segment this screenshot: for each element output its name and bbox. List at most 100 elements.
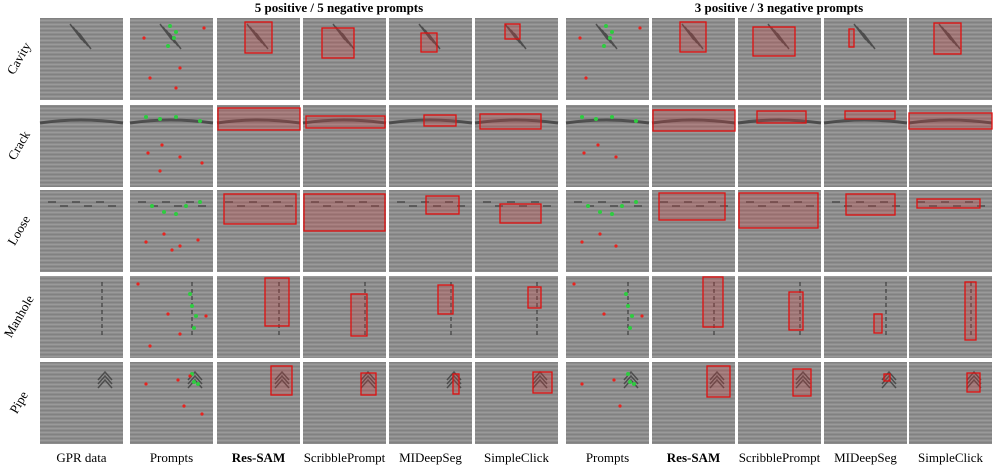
gpr-image — [652, 190, 735, 272]
gpr-feature — [853, 23, 876, 50]
gpr-image — [566, 362, 649, 444]
segmentation-box — [916, 198, 981, 209]
gpr-image — [40, 362, 123, 444]
gpr-image — [130, 276, 213, 358]
negative-prompt — [178, 244, 182, 248]
positive-prompt — [610, 115, 614, 119]
segmentation-box — [479, 113, 542, 130]
segmentation-box — [788, 291, 804, 331]
positive-prompt — [586, 204, 590, 208]
positive-prompt — [192, 380, 196, 384]
segmentation-box — [532, 371, 553, 394]
gpr-image — [389, 276, 472, 358]
segmentation-box — [303, 193, 386, 232]
positive-prompt — [628, 380, 632, 384]
gpr-image — [824, 190, 907, 272]
positive-prompt — [196, 382, 200, 386]
positive-prompt — [192, 326, 196, 330]
gpr-feature — [302, 118, 387, 125]
segmentation-box — [305, 115, 386, 129]
gpr-feature — [823, 118, 908, 125]
gpr-image — [909, 276, 992, 358]
segmentation-box — [217, 107, 301, 131]
gpr-image — [909, 190, 992, 272]
negative-prompt — [148, 344, 152, 348]
negative-prompt — [170, 248, 174, 252]
gpr-image — [566, 18, 649, 100]
row-label: Manhole — [1, 292, 37, 340]
positive-prompt — [630, 314, 634, 318]
gpr-feature — [681, 23, 704, 50]
segmentation-box — [883, 373, 891, 382]
gpr-image — [566, 276, 649, 358]
segmentation-box — [706, 365, 731, 398]
negative-prompt — [178, 66, 182, 70]
negative-prompt — [162, 232, 166, 236]
gpr-feature — [737, 118, 822, 125]
negative-prompt — [602, 312, 606, 316]
negative-prompt — [580, 382, 584, 386]
positive-prompt — [184, 204, 188, 208]
gpr-feature — [504, 23, 527, 50]
positive-prompt — [172, 36, 176, 40]
negative-prompt — [144, 240, 148, 244]
positive-prompt — [634, 200, 638, 204]
negative-prompt — [160, 143, 164, 147]
gpr-image — [303, 18, 386, 100]
column-label: MIDeepSeg — [834, 450, 897, 465]
gpr-feature — [574, 201, 642, 207]
gpr-feature — [69, 23, 92, 50]
negative-prompt — [612, 378, 616, 382]
negative-prompt — [614, 155, 618, 159]
negative-prompt — [202, 26, 206, 30]
negative-prompt — [142, 36, 146, 40]
gpr-image — [652, 276, 735, 358]
gpr-feature — [483, 201, 551, 207]
positive-prompt — [594, 117, 598, 121]
positive-prompt — [602, 44, 606, 48]
gpr-feature — [746, 201, 814, 207]
gpr-image — [40, 276, 123, 358]
negative-prompt — [136, 282, 140, 286]
segmentation-box — [270, 365, 293, 396]
gpr-image — [217, 18, 300, 100]
positive-prompt — [624, 292, 628, 296]
negative-prompt — [174, 86, 178, 90]
negative-prompt — [640, 314, 644, 318]
segmentation-box — [756, 110, 807, 124]
gpr-feature — [216, 118, 301, 125]
segmentation-box — [848, 28, 855, 48]
negative-prompt — [178, 332, 182, 336]
segmentation-box — [873, 313, 883, 334]
positive-prompt — [598, 210, 602, 214]
gpr-image — [566, 105, 649, 187]
negative-prompt — [578, 36, 582, 40]
gpr-image — [40, 18, 123, 100]
segmentation-box — [360, 372, 377, 396]
segmentation-box — [679, 21, 707, 53]
gpr-image — [909, 18, 992, 100]
negative-prompt — [596, 143, 600, 147]
row-label: Loose — [4, 213, 33, 248]
negative-prompt — [148, 76, 152, 80]
gpr-image — [824, 276, 907, 358]
positive-prompt — [194, 314, 198, 318]
segmentation-box — [527, 286, 542, 309]
positive-prompt — [166, 44, 170, 48]
positive-prompt — [158, 117, 162, 121]
negative-prompt — [572, 282, 576, 286]
positive-prompt — [632, 382, 636, 386]
negative-prompt — [158, 169, 162, 173]
gpr-feature — [795, 370, 811, 389]
segmentation-box — [425, 195, 460, 215]
gpr-image — [389, 18, 472, 100]
gpr-feature — [97, 370, 113, 389]
segmentation-box — [908, 112, 993, 130]
segmentation-box — [845, 193, 896, 216]
positive-prompt — [190, 304, 194, 308]
positive-prompt — [610, 30, 614, 34]
column-label: Prompts — [150, 450, 193, 465]
negative-prompt — [200, 412, 204, 416]
negative-prompt — [614, 244, 618, 248]
